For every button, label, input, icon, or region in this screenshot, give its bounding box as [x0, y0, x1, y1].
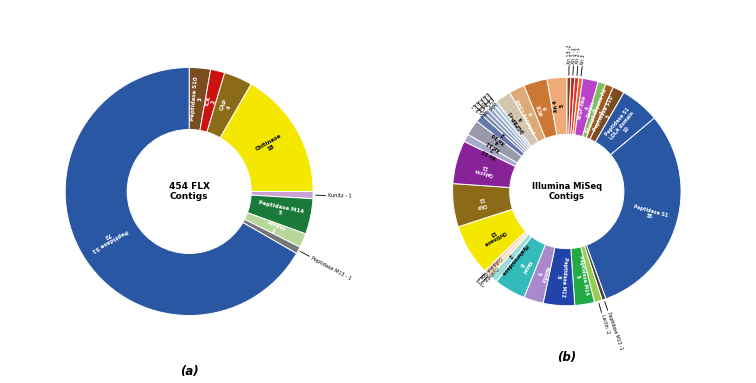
Text: Chitinase
13: Chitinase 13: [480, 224, 507, 247]
Wedge shape: [245, 213, 305, 247]
Text: VEGF-like
4: VEGF-like 4: [577, 94, 593, 121]
Wedge shape: [485, 109, 527, 152]
Text: Peptidase M13 -1: Peptidase M13 -1: [606, 312, 624, 351]
Text: Peptidase S1
72: Peptidase S1 72: [88, 223, 129, 253]
Wedge shape: [569, 77, 575, 134]
Text: Xn 6 -1: Xn 6 -1: [481, 93, 496, 109]
Wedge shape: [524, 79, 557, 139]
Text: Lectin -2: Lectin -2: [600, 314, 610, 334]
Text: Kunitz
5: Kunitz 5: [534, 264, 550, 283]
Wedge shape: [581, 246, 602, 302]
Wedge shape: [571, 247, 594, 306]
Text: Xn 12
2: Xn 12 2: [482, 143, 500, 160]
Wedge shape: [243, 219, 300, 254]
Text: Peptidase S1
55: Peptidase S1 55: [631, 204, 668, 223]
Text: putative CSab
4: putative CSab 4: [516, 95, 543, 134]
Wedge shape: [497, 237, 545, 298]
Text: Serpin
2: Serpin 2: [263, 219, 286, 237]
Wedge shape: [491, 104, 530, 149]
Wedge shape: [587, 84, 613, 139]
Text: CAP
4: CAP 4: [218, 98, 234, 114]
Wedge shape: [491, 234, 531, 282]
Wedge shape: [567, 77, 571, 134]
Wedge shape: [524, 244, 555, 303]
Text: Xn 8 -1: Xn 8 -1: [475, 99, 490, 115]
Wedge shape: [488, 232, 528, 277]
Text: Xn 13 -2: Xn 13 -2: [566, 44, 572, 64]
Text: Peptidase M13 - 1: Peptidase M13 - 1: [310, 255, 352, 281]
Text: Xn 10
2: Xn 10 2: [492, 128, 510, 146]
Wedge shape: [453, 141, 516, 188]
Wedge shape: [494, 101, 531, 148]
Wedge shape: [584, 245, 606, 300]
Text: (b): (b): [557, 352, 576, 364]
Wedge shape: [596, 93, 655, 155]
Text: Illumina MiSeq
Contigs: Illumina MiSeq Contigs: [531, 182, 602, 201]
Text: Phospholipase A2
2: Phospholipase A2 2: [585, 88, 613, 136]
Text: Xn 7: Xn 7: [478, 96, 488, 107]
Text: Xn 5 -1: Xn 5 -1: [485, 90, 499, 106]
Wedge shape: [575, 79, 598, 137]
Text: (a): (a): [180, 365, 199, 378]
Text: Xn 1 -1: Xn 1 -1: [571, 47, 577, 64]
Wedge shape: [587, 118, 681, 299]
Text: Peptidase S10
3: Peptidase S10 3: [190, 76, 205, 121]
Wedge shape: [583, 82, 606, 138]
Text: Xn 4
5: Xn 4 5: [553, 100, 565, 113]
Wedge shape: [547, 77, 567, 135]
Wedge shape: [497, 93, 538, 146]
Text: Peptidase M14
5: Peptidase M14 5: [572, 255, 589, 297]
Text: Xn 9 -1: Xn 9 -1: [472, 102, 487, 117]
Wedge shape: [482, 112, 525, 153]
Text: Kazal
8: Kazal 8: [516, 257, 532, 275]
Wedge shape: [464, 134, 517, 167]
Text: Serpin
2: Serpin 2: [585, 100, 601, 120]
Text: Chitinase
18: Chitinase 18: [255, 133, 285, 157]
Text: Peptidase S1
LDLA domain
10: Peptidase S1 LDLA domain 10: [604, 107, 640, 145]
Text: Xn 2 -1: Xn 2 -1: [575, 47, 582, 64]
Wedge shape: [571, 77, 579, 135]
Wedge shape: [468, 121, 522, 163]
Text: Peptidase M14
5: Peptidase M14 5: [256, 200, 304, 220]
Text: 454 FLX
Contigs: 454 FLX Contigs: [169, 182, 209, 201]
Wedge shape: [251, 192, 313, 199]
Text: Hyaluronidase
2: Hyaluronidase 2: [495, 239, 528, 275]
Text: (sGFBP-r)
4: (sGFBP-r) 4: [507, 107, 531, 134]
Wedge shape: [488, 106, 528, 151]
Text: Xn 3: Xn 3: [580, 54, 586, 65]
Wedge shape: [510, 85, 545, 142]
Text: CAP
11: CAP 11: [476, 196, 488, 208]
Wedge shape: [485, 231, 527, 274]
Wedge shape: [573, 78, 583, 135]
Wedge shape: [477, 115, 525, 156]
Text: ICK
2: ICK 2: [204, 95, 217, 107]
Wedge shape: [65, 67, 296, 316]
Wedge shape: [543, 247, 575, 306]
Text: Calycin
11: Calycin 11: [473, 162, 495, 177]
Wedge shape: [247, 195, 313, 234]
Wedge shape: [207, 73, 251, 138]
Text: Xn 11
4: Xn 11 4: [486, 135, 505, 152]
Wedge shape: [590, 87, 624, 142]
Wedge shape: [458, 209, 525, 271]
Text: dICK
6: dICK 6: [536, 102, 550, 116]
Wedge shape: [220, 84, 313, 192]
Text: Peptidase M12
8: Peptidase M12 8: [554, 257, 568, 297]
Wedge shape: [189, 67, 211, 131]
Wedge shape: [453, 183, 513, 227]
Text: Peptidase S10
3: Peptidase S10 3: [592, 95, 619, 135]
Text: Kunitz - 1: Kunitz - 1: [328, 193, 352, 199]
Wedge shape: [200, 69, 225, 132]
Text: Colipase-like -1: Colipase-like -1: [475, 255, 503, 284]
Text: Cystatin -1: Cystatin -1: [478, 265, 498, 287]
